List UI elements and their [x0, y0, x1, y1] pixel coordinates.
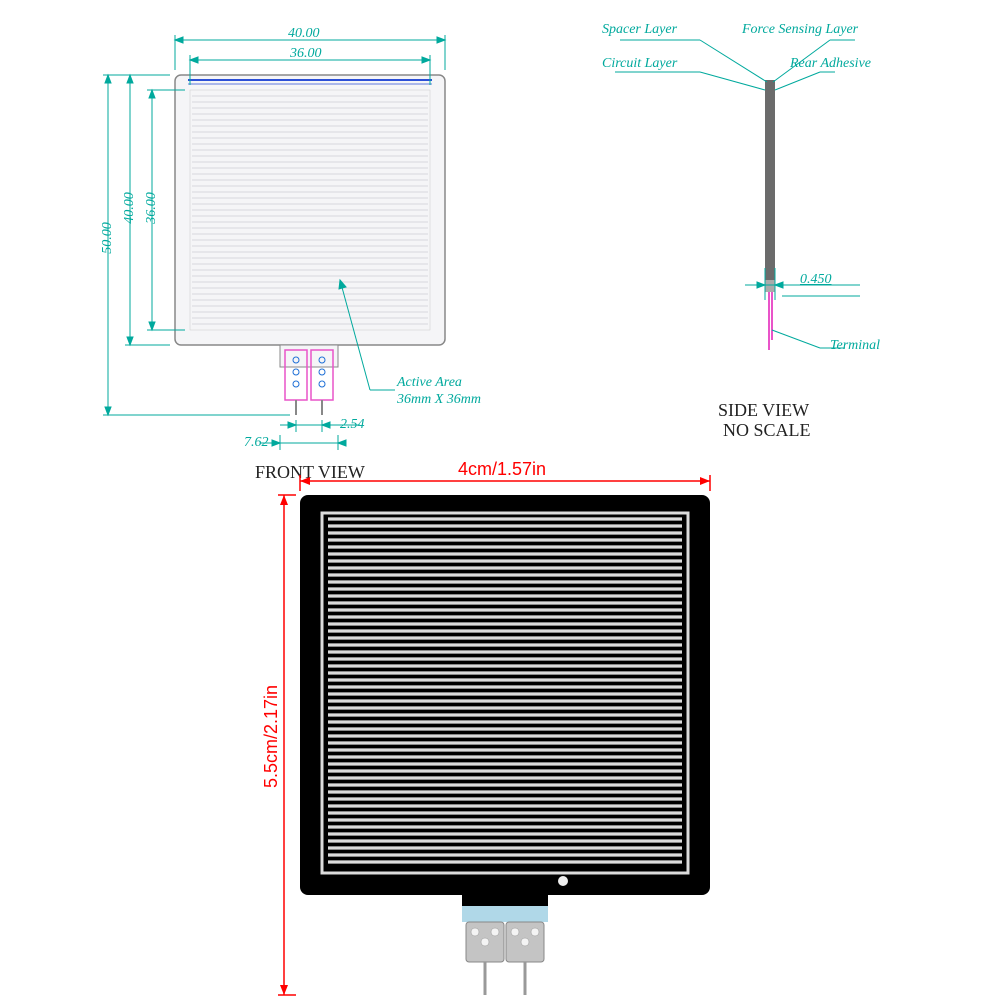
rear-adhesive-label: Rear Adhesive — [790, 56, 871, 72]
active-area-value: 36mm X 36mm — [397, 392, 481, 408]
photo-width-label: 4cm/1.57in — [458, 459, 546, 480]
dim-width-inner: 36.00 — [290, 46, 322, 62]
thickness-label: 0.450 — [800, 272, 832, 288]
side-view-title: SIDE VIEW — [718, 400, 809, 421]
dim-height-outer: 50.00 — [100, 222, 116, 254]
terminal-label: Terminal — [830, 338, 880, 354]
active-area-label: Active Area — [397, 375, 462, 391]
spacer-layer-label: Spacer Layer — [602, 22, 677, 38]
dim-height-inner: 36.00 — [144, 192, 160, 224]
photo-height-label: 5.5cm/2.17in — [261, 685, 282, 788]
photo-figure — [0, 455, 1001, 1001]
side-view-subtitle: NO SCALE — [723, 420, 811, 441]
force-sensing-label: Force Sensing Layer — [742, 22, 858, 38]
dim-pin-pitch: 2.54 — [340, 417, 365, 433]
front-view-diagram — [0, 0, 520, 490]
circuit-layer-label: Circuit Layer — [602, 56, 677, 72]
dim-height-mid: 40.00 — [122, 192, 138, 224]
dim-width-outer: 40.00 — [288, 26, 320, 42]
dim-connector-width: 7.62 — [244, 435, 269, 451]
